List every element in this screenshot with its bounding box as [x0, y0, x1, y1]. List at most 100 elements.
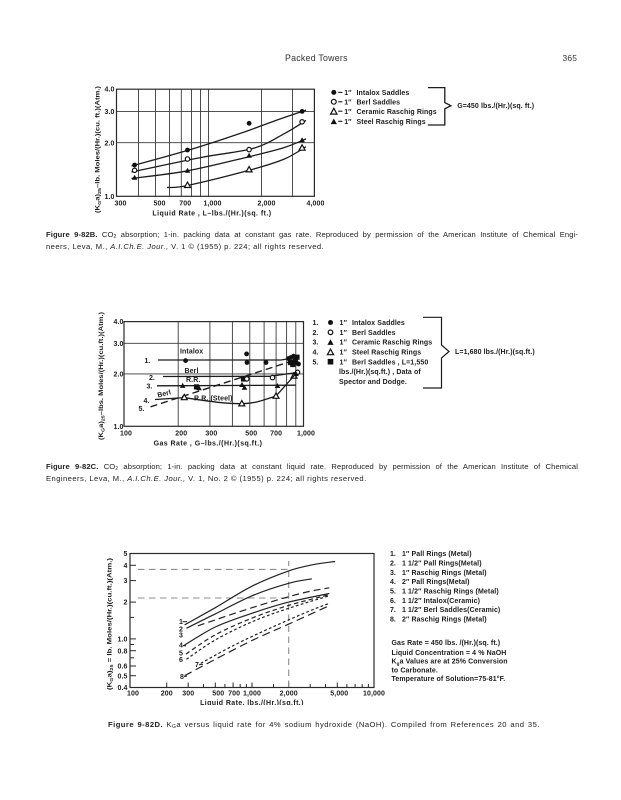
svg-text:Temperature of Solution=75-8: Temperature of Solution=75-81°F. — [392, 675, 506, 683]
svg-text:2,000: 2,000 — [257, 201, 275, 208]
svg-text:2.0: 2.0 — [113, 372, 123, 379]
svg-text:8: 8 — [180, 674, 184, 681]
svg-text:4.0: 4.0 — [104, 87, 114, 94]
svg-text:1 1/2″ Pall Rings(Metal): 1 1/2″ Pall Rings(Metal) — [402, 561, 482, 568]
svg-text:8.: 8. — [390, 617, 396, 624]
svg-text:3.: 3. — [147, 383, 153, 390]
svg-text:4.: 4. — [313, 350, 319, 357]
svg-text:0.5: 0.5 — [117, 673, 127, 680]
svg-text:700: 700 — [270, 430, 282, 437]
svg-text:500: 500 — [212, 691, 224, 698]
svg-text:1″: 1″ — [344, 99, 352, 106]
svg-text:3.: 3. — [313, 340, 319, 347]
svg-text:(KGa)25–lb. Moles/(Hr.)(cu. ft: (KGa)25–lb. Moles/(Hr.)(cu. ft.)(Atm.) — [95, 86, 102, 213]
svg-text:4.0: 4.0 — [113, 319, 123, 326]
svg-text:Spector and Dodge.: Spector and Dodge. — [339, 379, 407, 386]
svg-text:1 1/2″ Intalox(Ceramic): 1 1/2″ Intalox(Ceramic) — [402, 598, 480, 605]
svg-text:Intalox Saddles: Intalox Saddles — [352, 320, 405, 327]
svg-text:Berl: Berl — [157, 389, 172, 399]
svg-text:1,000: 1,000 — [297, 430, 315, 437]
svg-text:700: 700 — [228, 691, 240, 698]
svg-text:1″: 1″ — [340, 340, 348, 347]
svg-text:1″ Pall Rings (Metal): 1″ Pall Rings (Metal) — [402, 551, 472, 558]
svg-text:2″ Pall Rings(Metal): 2″ Pall Rings(Metal) — [402, 579, 470, 586]
svg-text:Liquid Rate, lbs./(Hr.)(sq.ft: Liquid Rate, lbs./(Hr.)(sq.ft.) — [200, 700, 304, 705]
svg-text:4: 4 — [124, 563, 128, 570]
svg-text:Berl Saddles: Berl Saddles — [352, 330, 396, 337]
svg-text:1″: 1″ — [340, 359, 348, 366]
svg-text:5: 5 — [179, 651, 183, 658]
svg-text:G=450 lbs./(Hr.)(sq. ft.): G=450 lbs./(Hr.)(sq. ft.) — [457, 103, 534, 110]
svg-text:Liquid Rate , L–lbs./(Hr.)(sq: Liquid Rate , L–lbs./(Hr.)(sq. ft.) — [152, 211, 271, 218]
svg-text:1″: 1″ — [344, 90, 352, 97]
svg-text:0.4: 0.4 — [117, 685, 127, 692]
svg-text:300: 300 — [205, 430, 217, 437]
svg-text:0.6: 0.6 — [117, 664, 127, 671]
svg-text:3: 3 — [124, 578, 128, 585]
svg-text:Steel Raschig Rings: Steel Raschig Rings — [352, 350, 421, 357]
svg-text:2.: 2. — [390, 561, 396, 568]
svg-text:4,000: 4,000 — [306, 201, 324, 208]
svg-text:2: 2 — [124, 600, 128, 607]
svg-text:1″: 1″ — [340, 320, 348, 327]
svg-text:1″: 1″ — [344, 119, 352, 126]
svg-text:1.0: 1.0 — [117, 637, 127, 644]
svg-text:4: 4 — [179, 643, 183, 650]
svg-text:(KGa)25 = lb. Moles/(Hr.)(cu.f: (KGa)25 = lb. Moles/(Hr.)(cu.ft.)(Atm.) — [107, 558, 114, 690]
svg-text:1″: 1″ — [340, 330, 348, 337]
svg-text:2,000: 2,000 — [280, 691, 298, 698]
svg-text:3: 3 — [179, 633, 183, 640]
svg-text:3.: 3. — [390, 570, 396, 577]
svg-text:5: 5 — [124, 551, 128, 558]
svg-text:0.8: 0.8 — [117, 648, 127, 655]
svg-text:Ceramic Raschig Rings: Ceramic Raschig Rings — [352, 340, 432, 347]
svg-text:Ceramic Raschig Rings: Ceramic Raschig Rings — [357, 109, 437, 116]
svg-text:1.: 1. — [390, 551, 396, 558]
svg-text:(KGa)25–lbs. Moles/(Hr.)(cu.ft: (KGa)25–lbs. Moles/(Hr.)(cu.ft.)(Atm.) — [98, 312, 105, 440]
svg-text:7.: 7. — [390, 607, 396, 614]
svg-text:R.R.: R.R. — [186, 377, 200, 384]
svg-text:2.: 2. — [149, 375, 155, 382]
svg-text:Gas Rate = 450 lbs. /(Hr.)(s: Gas Rate = 450 lbs. /(Hr.)(sq. ft.) — [392, 640, 501, 647]
svg-text:100: 100 — [120, 430, 132, 437]
svg-text:1″ Raschig Rings (Metal): 1″ Raschig Rings (Metal) — [402, 570, 487, 577]
svg-text:R.R. (Steel): R.R. (Steel) — [194, 396, 233, 403]
svg-text:5.: 5. — [390, 589, 396, 596]
svg-text:L=1,680 lbs./(Hr.)(sq.ft.): L=1,680 lbs./(Hr.)(sq.ft.) — [455, 349, 535, 356]
svg-text:3.0: 3.0 — [104, 109, 114, 116]
svg-text:100: 100 — [127, 691, 139, 698]
svg-text:Berl Saddles , L=1,550: Berl Saddles , L=1,550 — [352, 359, 428, 366]
svg-text:Berl: Berl — [185, 368, 199, 375]
svg-text:Intalox Saddles: Intalox Saddles — [357, 90, 410, 97]
svg-text:1 1/2″ Raschig Rings (Metal): 1 1/2″ Raschig Rings (Metal) — [402, 589, 499, 596]
svg-text:5.: 5. — [139, 406, 145, 413]
svg-text:200: 200 — [161, 691, 173, 698]
svg-text:2″ Raschig Rings (Metal): 2″ Raschig Rings (Metal) — [402, 617, 487, 624]
svg-text:300: 300 — [115, 201, 127, 208]
svg-text:2.0: 2.0 — [104, 140, 114, 147]
svg-text:Gas Rate , G–lbs./(Hr.)(sq.ft.: Gas Rate , G–lbs./(Hr.)(sq.ft.) — [154, 440, 263, 447]
svg-text:1: 1 — [179, 619, 183, 626]
svg-text:to Carbonate.: to Carbonate. — [392, 667, 438, 674]
svg-text:500: 500 — [245, 430, 257, 437]
svg-text:Kga Values are at 25% Con: Kga Values are at 25% Conversion — [392, 658, 508, 665]
svg-text:6.: 6. — [390, 598, 396, 605]
svg-text:4.: 4. — [390, 579, 396, 586]
svg-text:5.: 5. — [313, 359, 319, 366]
svg-text:200: 200 — [175, 430, 187, 437]
svg-text:10,000: 10,000 — [363, 691, 385, 698]
svg-text:2: 2 — [179, 626, 183, 633]
svg-text:700: 700 — [179, 201, 191, 208]
svg-text:5,000: 5,000 — [330, 691, 348, 698]
svg-text:1″: 1″ — [340, 350, 348, 357]
svg-text:6: 6 — [179, 657, 183, 664]
svg-text:Berl Saddles: Berl Saddles — [357, 99, 401, 106]
svg-text:1.0: 1.0 — [113, 424, 123, 431]
svg-text:Liquid Concentration = 4 % N: Liquid Concentration = 4 % NaOH — [392, 650, 507, 657]
svg-text:1 1/2″ Berl Saddles(Ceramic): 1 1/2″ Berl Saddles(Ceramic) — [402, 607, 500, 614]
svg-text:500: 500 — [154, 201, 166, 208]
svg-text:1.: 1. — [145, 358, 151, 365]
svg-text:lbs./(Hr.)(sq.ft.) , Data of: lbs./(Hr.)(sq.ft.) , Data of — [339, 369, 421, 376]
svg-text:300: 300 — [182, 691, 194, 698]
svg-text:1.: 1. — [313, 320, 319, 327]
